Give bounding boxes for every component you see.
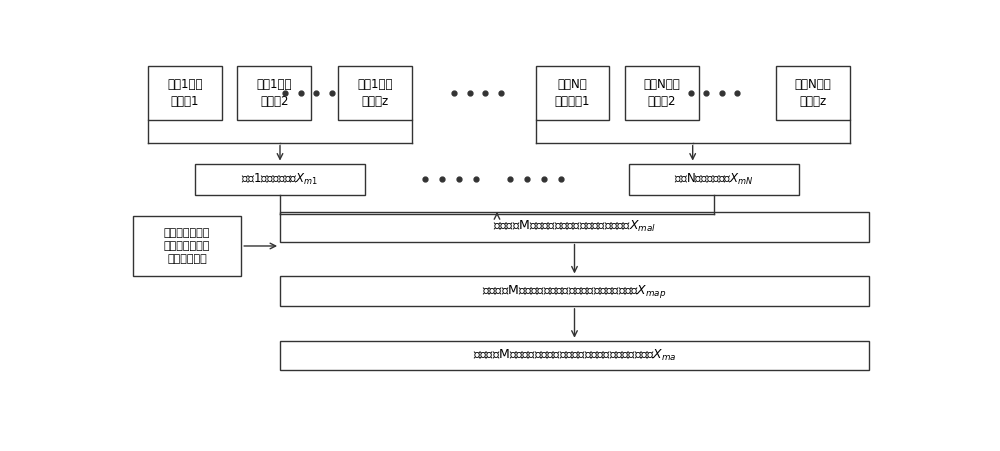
FancyBboxPatch shape	[280, 276, 869, 306]
FancyBboxPatch shape	[625, 66, 698, 120]
Text: 岩性N的岩
心样品z: 岩性N的岩 心样品z	[794, 78, 831, 108]
FancyBboxPatch shape	[133, 216, 241, 276]
FancyBboxPatch shape	[237, 66, 311, 120]
Text: 岩性1的岩
心样品1: 岩性1的岩 心样品1	[167, 78, 203, 108]
FancyBboxPatch shape	[280, 212, 869, 242]
Text: 压裂段上M个不同岩性段的长度和位置加权宏观化参数$X_{map}$: 压裂段上M个不同岩性段的长度和位置加权宏观化参数$X_{map}$	[482, 283, 667, 299]
Text: 岩性N的岩
心样品2: 岩性N的岩 心样品2	[643, 78, 680, 108]
FancyBboxPatch shape	[280, 341, 869, 370]
FancyBboxPatch shape	[776, 66, 850, 120]
Text: 压裂段上M个不同岩性段的长度、位置和分散度加权宏观化参数$X_{ma}$: 压裂段上M个不同岩性段的长度、位置和分散度加权宏观化参数$X_{ma}$	[473, 348, 676, 363]
FancyBboxPatch shape	[629, 164, 799, 195]
Text: 岩性N的微观参数值$X_{mN}$: 岩性N的微观参数值$X_{mN}$	[674, 171, 754, 187]
Text: 岩性N的
岩心样品1: 岩性N的 岩心样品1	[555, 78, 590, 108]
Text: 压裂段上M个不同岩性段的长度加权宏观化参数$X_{mal}$: 压裂段上M个不同岩性段的长度加权宏观化参数$X_{mal}$	[493, 219, 656, 235]
FancyBboxPatch shape	[148, 66, 222, 120]
Text: 岩性1的岩
心样品z: 岩性1的岩 心样品z	[357, 78, 393, 108]
Text: 岩性1的岩
心样品2: 岩性1的岩 心样品2	[256, 78, 292, 108]
FancyBboxPatch shape	[536, 66, 609, 120]
Text: 岩性1的微观参数值$X_{m1}$: 岩性1的微观参数值$X_{m1}$	[241, 171, 319, 187]
FancyBboxPatch shape	[195, 164, 365, 195]
Text: 测井解释得到的
压裂段上不同岩
性的分布情况: 测井解释得到的 压裂段上不同岩 性的分布情况	[164, 228, 210, 264]
FancyBboxPatch shape	[338, 66, 412, 120]
